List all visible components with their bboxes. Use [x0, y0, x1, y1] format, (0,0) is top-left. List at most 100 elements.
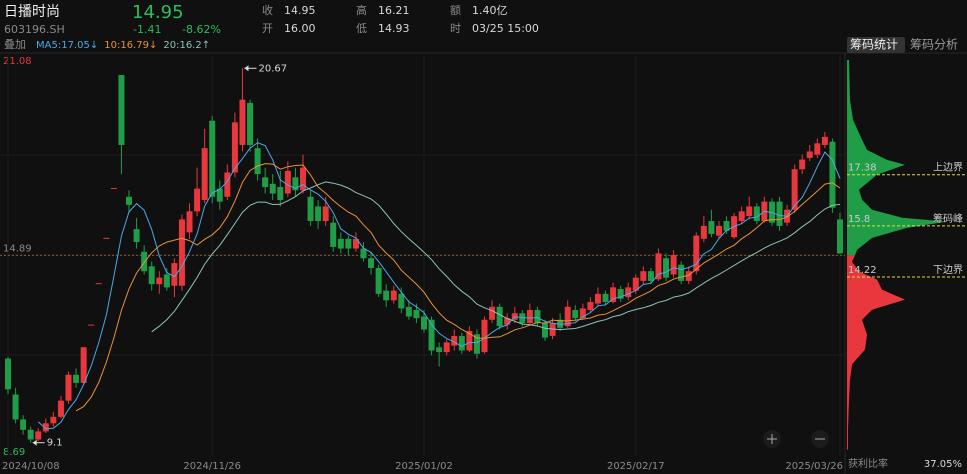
- candle-body: [360, 248, 367, 259]
- chip-level-value: 15.8: [848, 214, 870, 225]
- candle-body: [685, 271, 692, 281]
- candle-body: [814, 143, 821, 155]
- candle-body: [617, 288, 624, 299]
- field-value: 14.95: [284, 4, 316, 17]
- marker-arrow: [244, 65, 249, 72]
- candle-body: [723, 221, 730, 231]
- candle-body: [806, 151, 813, 158]
- candle-body: [738, 211, 745, 222]
- candle-body: [141, 251, 148, 272]
- ma-legend-value: 16.79: [120, 40, 149, 51]
- chip-area: [847, 255, 905, 450]
- ma-legend-arrow: ↓: [149, 40, 157, 51]
- ma-line: [151, 181, 841, 333]
- x-tick-label: 2025/03/26: [785, 461, 843, 472]
- candle-body: [542, 322, 549, 338]
- candle-body: [224, 172, 231, 197]
- x-tick-label: 2025/02/17: [607, 461, 665, 472]
- chip-area: [847, 59, 947, 256]
- candle-body: [322, 206, 329, 222]
- candle-body: [663, 258, 670, 278]
- candle-body: [299, 167, 306, 191]
- y-limit-label: 8.69: [3, 447, 25, 458]
- candle-body: [678, 264, 685, 281]
- candle-body: [42, 423, 49, 432]
- candle-body: [625, 287, 632, 298]
- candle-body: [368, 258, 375, 268]
- candle-body: [451, 335, 458, 346]
- candle-body: [95, 283, 102, 285]
- x-tick-label: 2024/10/08: [2, 461, 60, 472]
- reference-label: 14.89: [3, 243, 32, 254]
- ma-line: [75, 163, 841, 412]
- candle-body: [708, 221, 715, 234]
- candle-body: [602, 293, 609, 302]
- chip-level-name: 下边界: [933, 264, 963, 276]
- candle-body: [496, 306, 503, 327]
- zoom-in[interactable]: [763, 430, 781, 448]
- candle-body: [315, 206, 322, 222]
- candle-body: [647, 271, 654, 281]
- field-value: 03/25 15:00: [472, 22, 539, 35]
- tab[interactable]: 筹码分析: [910, 38, 958, 52]
- candle-body: [821, 136, 828, 145]
- candle-body: [178, 219, 185, 286]
- candle-body: [201, 148, 208, 200]
- candle-body: [398, 293, 405, 309]
- candle-body: [436, 347, 443, 353]
- overlay[interactable]: 叠加: [4, 38, 26, 51]
- candle-body: [50, 416, 57, 424]
- candle-body: [383, 290, 390, 301]
- candle-body: [345, 238, 352, 249]
- candle-body: [428, 319, 435, 351]
- candle-body: [837, 219, 843, 254]
- candle-body: [579, 308, 586, 319]
- candle-body: [269, 183, 276, 194]
- candle-body: [277, 187, 284, 200]
- candle-body: [254, 148, 261, 175]
- candle-body: [610, 287, 617, 302]
- candle-body: [35, 431, 42, 440]
- candle-body: [504, 318, 511, 325]
- field-value: 16.21: [378, 4, 410, 17]
- field-label: 时: [450, 22, 461, 35]
- candle-body: [557, 319, 564, 328]
- candle-body: [632, 277, 639, 291]
- candle-body: [247, 102, 254, 145]
- ma-legend-label: 10:: [104, 40, 120, 51]
- ma-legend-arrow: ↑: [202, 40, 210, 51]
- candle-body: [753, 206, 760, 222]
- ma-legend: 20:16.2↑: [163, 40, 210, 51]
- candle-body: [594, 293, 601, 304]
- ma-legend: MA5:17.05↓: [36, 40, 98, 51]
- candle-body: [88, 324, 95, 326]
- profit-ratio-label: 获利比率: [848, 457, 888, 470]
- candle-body: [519, 313, 526, 323]
- field-label: 额: [450, 4, 461, 17]
- candle-body: [587, 301, 594, 311]
- candle-body: [564, 306, 571, 327]
- candle-body: [458, 335, 465, 351]
- ma-legend: 10:16.79↓: [104, 40, 157, 51]
- candle-body: [194, 188, 201, 212]
- candle-body: [481, 319, 488, 353]
- tab-bg[interactable]: [847, 37, 905, 53]
- candle-body: [156, 277, 163, 285]
- candle-body: [231, 122, 238, 173]
- candle-body: [65, 374, 72, 401]
- candle-body: [262, 177, 269, 188]
- candle-body: [163, 274, 170, 288]
- zoom-out[interactable]: [811, 430, 829, 448]
- ma-legend-arrow: ↓: [90, 40, 98, 51]
- ma-legend-value: 17.05: [61, 40, 90, 51]
- tab[interactable]: 筹码统计: [850, 38, 898, 52]
- candle-body: [126, 196, 133, 205]
- field-value: 14.93: [378, 22, 410, 35]
- min-label: 9.1: [47, 438, 63, 449]
- stock-code: 603196.SH: [4, 23, 65, 36]
- field-label: 开: [262, 22, 273, 35]
- marker-arrow: [32, 439, 37, 446]
- candle-body: [5, 358, 11, 390]
- candle-body: [118, 75, 125, 145]
